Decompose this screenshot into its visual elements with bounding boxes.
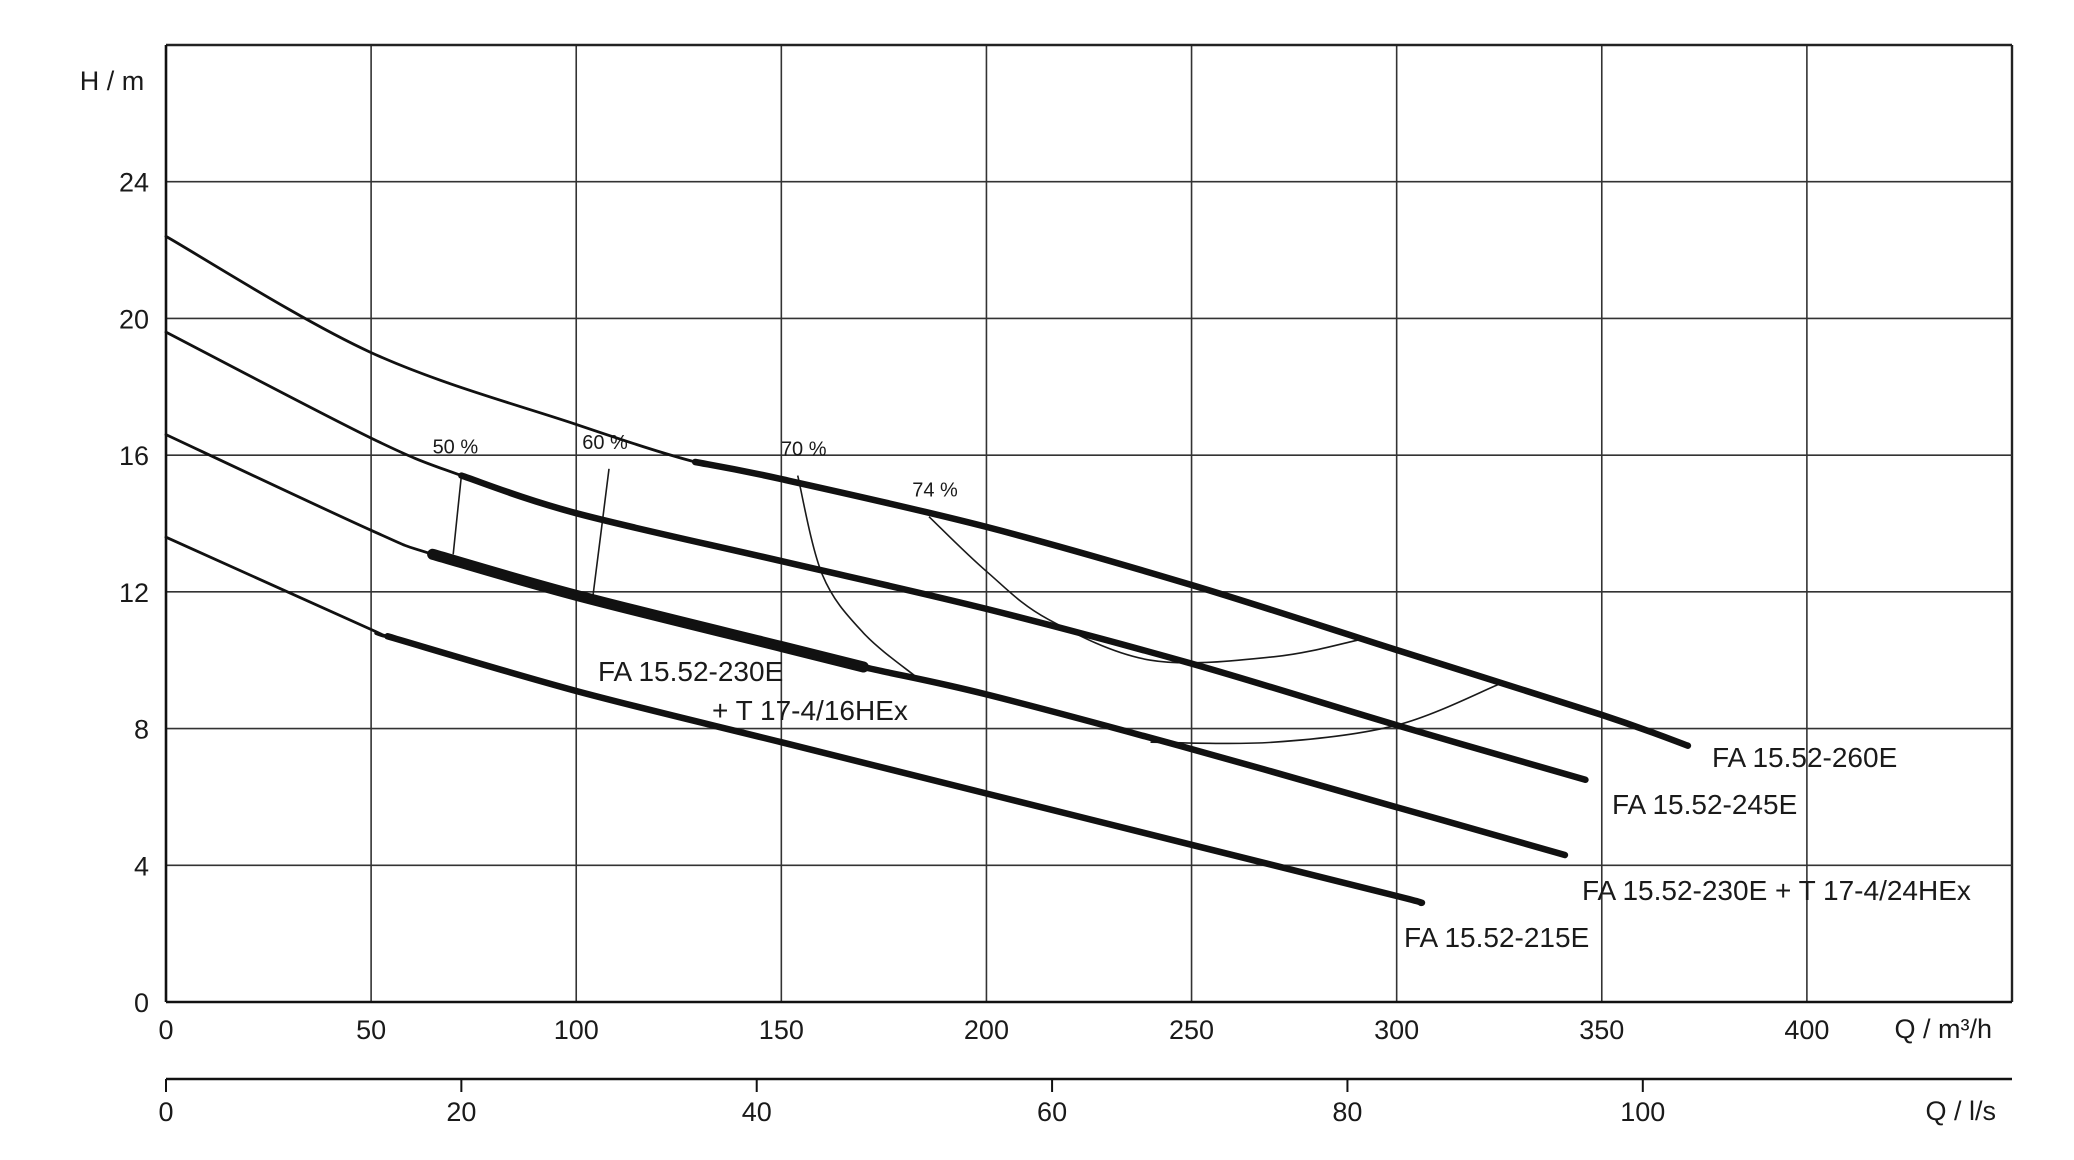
x2-tick-label-80: 80 — [1332, 1097, 1362, 1127]
grid — [166, 43, 2014, 1002]
curve-operating-range-fa-15-52-245e — [458, 472, 1589, 784]
efficiency-label-74: 74 % — [912, 480, 958, 502]
curve-labels: FA 15.52-260E FA 15.52-245E FA 15.52-230E … — [598, 656, 1971, 953]
x-tick-label-150: 150 — [759, 1015, 804, 1045]
x2-tick-label-100: 100 — [1620, 1097, 1665, 1127]
x-tick-label-100: 100 — [554, 1015, 599, 1045]
efficiency-label-70: 70 % — [781, 439, 827, 461]
x-tick-label-300: 300 — [1374, 1015, 1419, 1045]
curve-operating-range-fa-15-52-215e — [384, 633, 1426, 907]
x2-tick-label-0: 0 — [158, 1097, 173, 1127]
x-tick-label-200: 200 — [964, 1015, 1009, 1045]
curve-operating-range-fa-15-52-260e — [691, 458, 1692, 749]
y-tick-label-12: 12 — [119, 578, 149, 608]
curve-label-fa-15-52-215e: FA 15.52-215E — [1404, 922, 1589, 953]
x-tick-label-0: 0 — [158, 1015, 173, 1045]
efficiency-line-70 — [796, 475, 918, 678]
x-tick-label-400: 400 — [1784, 1015, 1829, 1045]
efficiency-label-50: 50 % — [433, 437, 479, 459]
x-tick-label-250: 250 — [1169, 1015, 1214, 1045]
x2-tick-label-60: 60 — [1037, 1097, 1067, 1127]
efficiency-line-extra — [1150, 683, 1500, 745]
curve-operating-range-fa-15-52-230e-t-17-4-16hex — [427, 548, 869, 673]
x-tick-label-350: 350 — [1579, 1015, 1624, 1045]
y-tick-label-8: 8 — [134, 715, 149, 745]
y-tick-label-4: 4 — [134, 851, 149, 881]
axes: 0 50 100 150 200 250 300 350 400 0 4 8 12 16 20 24 0 20 40… — [119, 45, 2012, 1127]
overlay-label-line-2: + T 17-4/16HEx — [712, 695, 908, 726]
x-axis-label: Q / m³/h — [1894, 1014, 1992, 1044]
x2-tick-label-40: 40 — [742, 1097, 772, 1127]
pump-curves — [164, 235, 1692, 907]
y-tick-label-0: 0 — [134, 988, 149, 1018]
curve-label-fa-15-52-230e-t-17-4-24hex: FA 15.52-230E + T 17-4/24HEx — [1582, 875, 1971, 906]
y-tick-label-16: 16 — [119, 441, 149, 471]
overlay-label-line-1: FA 15.52-230E — [598, 656, 783, 687]
efficiency-line-74 — [928, 516, 1360, 664]
x-tick-label-50: 50 — [356, 1015, 386, 1045]
efficiency-line-50 — [452, 475, 463, 555]
x2-tick-label-20: 20 — [446, 1097, 476, 1127]
efficiency-line-60 — [591, 468, 610, 599]
y-tick-label-20: 20 — [119, 304, 149, 334]
x2-axis-label: Q / l/s — [1925, 1096, 1996, 1126]
curve-label-fa-15-52-245e: FA 15.52-245E — [1612, 789, 1797, 820]
y-axis-label: H / m — [80, 66, 145, 96]
curve-label-fa-15-52-260e: FA 15.52-260E — [1712, 742, 1897, 773]
y-tick-label-24: 24 — [119, 168, 149, 198]
